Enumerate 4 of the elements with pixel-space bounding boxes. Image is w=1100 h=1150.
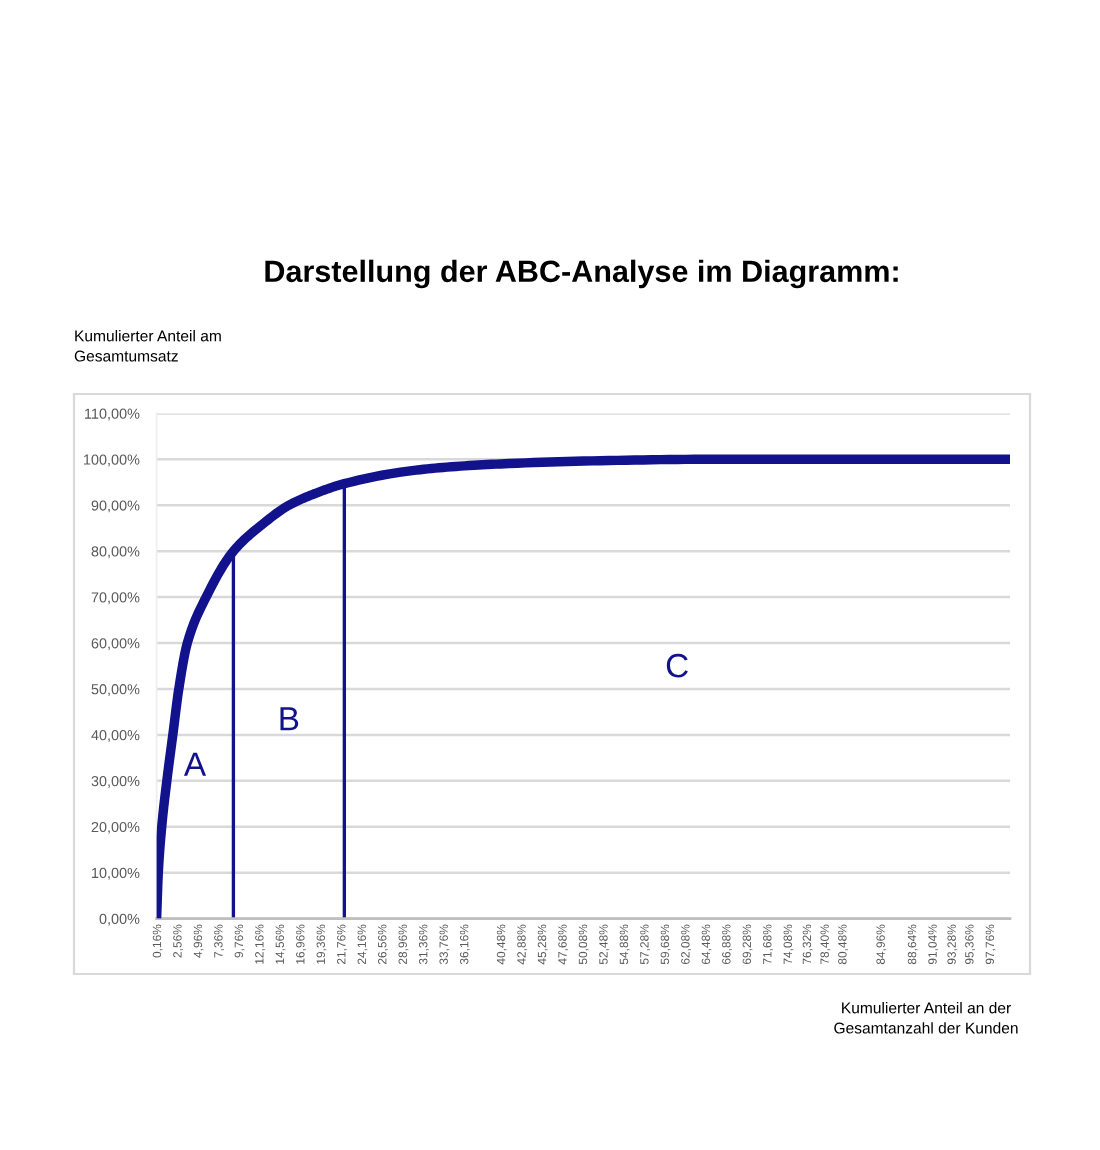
annotation: A <box>183 752 207 776</box>
annotation: C <box>666 653 688 678</box>
chart-title: Darstellung der ABC-Analyse im Diagramm: <box>265 259 898 289</box>
annotation: B <box>280 707 299 731</box>
